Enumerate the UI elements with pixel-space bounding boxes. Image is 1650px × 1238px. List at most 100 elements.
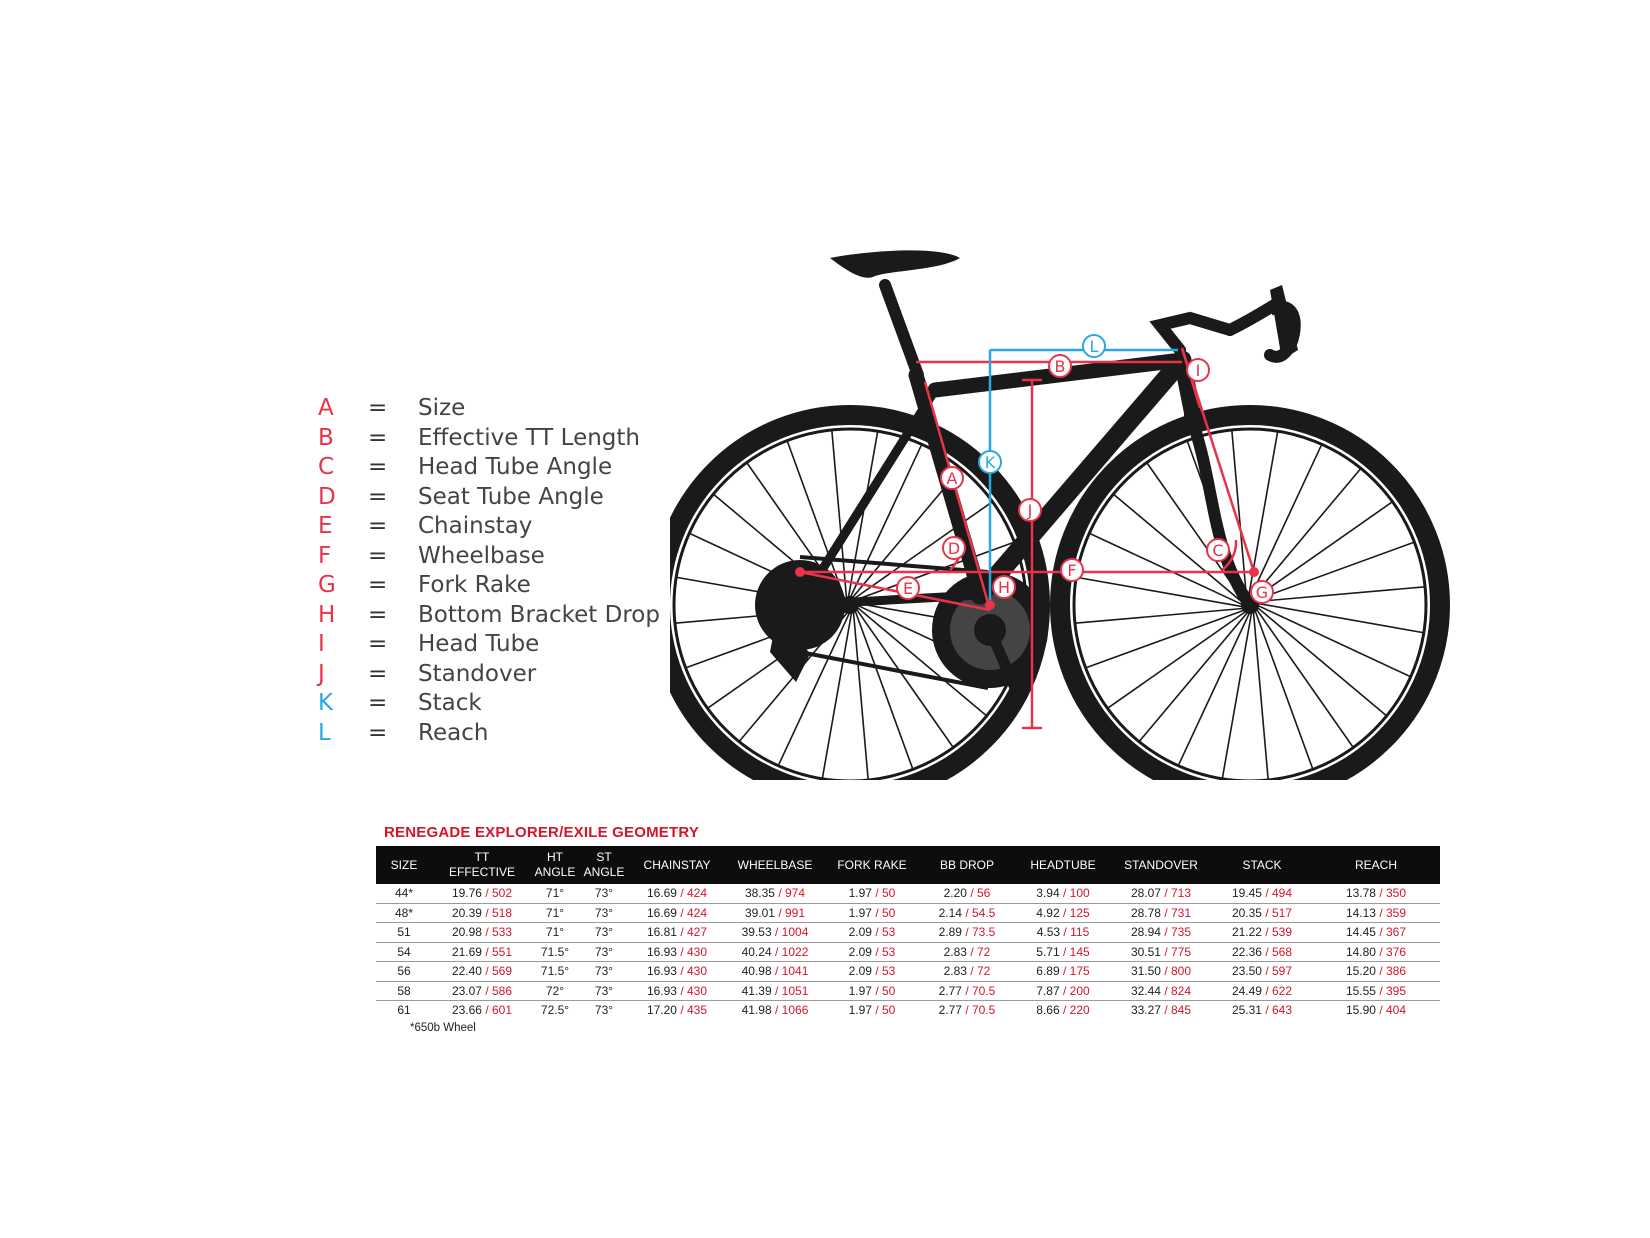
table-cell-chainstay: 16.69 / 424 — [630, 884, 724, 904]
table-cell-size: 54 — [376, 942, 432, 962]
table-cell-fork-rake: 1.97 / 50 — [826, 1001, 918, 1020]
value-separator: / — [961, 1003, 972, 1018]
marker-circle-l — [1082, 334, 1106, 358]
front-wheel-spoke — [1231, 429, 1248, 598]
value-separator: / — [1261, 925, 1272, 940]
table-cell-reach: 14.80 / 376 — [1312, 942, 1440, 962]
inch-value: 1.97 — [848, 1003, 872, 1018]
mm-value: 430 — [687, 983, 708, 998]
value-separator: / — [1375, 944, 1386, 959]
front-wheel-rim — [1072, 427, 1428, 780]
value-separator: / — [481, 886, 492, 901]
mm-value: 435 — [687, 1003, 708, 1018]
column-header: STANDOVER — [1110, 846, 1212, 884]
inch-value: 25.31 — [1231, 1003, 1262, 1018]
mm-value: 517 — [1272, 905, 1293, 920]
value-separator: / — [771, 964, 782, 979]
inch-value: 1.97 — [848, 905, 872, 920]
mm-value: 1004 — [781, 925, 809, 940]
value-separator: / — [1261, 886, 1272, 901]
table-cell-size: 48* — [376, 903, 432, 923]
value-separator: / — [871, 964, 882, 979]
front-wheel-spoke — [1251, 467, 1362, 598]
mm-value: 713 — [1171, 886, 1192, 901]
value-separator: / — [1059, 1003, 1070, 1018]
table-cell-chainstay: 16.81 / 427 — [630, 922, 724, 943]
mm-value: 376 — [1386, 944, 1407, 959]
table-cell-size: 61 — [397, 1003, 411, 1018]
marker-circle-i — [1186, 358, 1210, 382]
mm-value: 395 — [1386, 983, 1407, 998]
column-header-line: BB DROP — [939, 857, 994, 872]
value-separator: / — [966, 964, 977, 979]
table-cell-ht: 71° — [532, 922, 578, 943]
mm-value: 597 — [1272, 964, 1293, 979]
table-cell-wheelbase: 39.53 / 1004 — [724, 922, 826, 943]
legend-letter: G — [318, 572, 336, 598]
value-separator: / — [1160, 1003, 1171, 1018]
legend-equals: = — [368, 513, 388, 539]
mm-value: 974 — [785, 886, 806, 901]
mm-value: 1066 — [781, 1003, 809, 1018]
bike-geometry-diagram: A B C D E F G H I J K L — [670, 250, 1450, 780]
mm-value: 175 — [1069, 964, 1090, 979]
mm-value: 539 — [1272, 925, 1293, 940]
table-row: 48* 20.39 / 518 71° 73° 16.69 / 424 39.01 / 9… — [376, 903, 1440, 923]
table-cell-ht: 71.5° — [532, 942, 578, 962]
marker-circle-g — [1250, 580, 1274, 604]
mm-value: 430 — [687, 964, 708, 979]
table-cell-wheelbase: 38.35 / 974 — [724, 884, 826, 904]
rear-wheel-spoke — [821, 612, 853, 779]
marker-label-f: F — [1067, 561, 1076, 580]
saddle — [830, 250, 960, 278]
inch-value: 4.53 — [1036, 925, 1061, 940]
value-separator: / — [1375, 964, 1386, 979]
inch-value: 31.50 — [1130, 964, 1161, 979]
table-cell-stack: 21.22 / 539 — [1212, 922, 1312, 943]
value-separator: / — [1160, 964, 1171, 979]
column-header: FORK RAKE — [826, 846, 918, 884]
inch-value: 24.49 — [1231, 983, 1262, 998]
front-wheel-spoke — [1177, 612, 1251, 767]
table-cell-wheelbase: 39.01 / 991 — [724, 903, 826, 923]
table-cell-headtube: 7.87 / 200 — [1016, 981, 1110, 1001]
table-cell-size: 56 — [376, 961, 432, 982]
table-cell-st: 73° — [578, 961, 630, 982]
inch-value: 14.45 — [1345, 925, 1376, 940]
inch-value: 22.40 — [451, 964, 482, 979]
front-wheel-spoke — [1221, 612, 1253, 779]
value-separator: / — [1160, 983, 1171, 998]
value-separator: / — [1375, 983, 1386, 998]
column-header: BB DROP — [918, 846, 1016, 884]
mm-value: 70.5 — [972, 983, 996, 998]
table-cell-stack: 23.50 / 597 — [1212, 961, 1312, 982]
seat-stay — [795, 385, 940, 610]
table-header-row: SIZE TT EFFECTIVE HT ANGLE ST ANGLE CHAINSTAY WH… — [376, 846, 1440, 884]
column-header-line: SIZE — [390, 857, 418, 872]
legend-description: Reach — [418, 719, 489, 746]
legend-letter: A — [318, 395, 334, 421]
mm-value: 735 — [1171, 925, 1192, 940]
column-header: TT EFFECTIVE — [432, 846, 532, 884]
inch-value: 2.09 — [848, 944, 872, 959]
mm-value: 775 — [1171, 944, 1192, 959]
inch-value: 40.98 — [741, 964, 772, 979]
inch-value: 21.22 — [1231, 925, 1262, 940]
inch-value: 17.20 — [646, 1003, 677, 1018]
inch-value: 14.80 — [1345, 944, 1376, 959]
front-wheel-spoke — [1257, 606, 1388, 717]
inch-value: 13.78 — [1345, 886, 1376, 901]
table-cell-st: 73° — [594, 1003, 614, 1018]
table-cell-reach: 15.90 / 404 — [1312, 1001, 1440, 1020]
value-separator: / — [871, 905, 882, 920]
marker-circle-k — [978, 450, 1002, 474]
table-row: 51 20.98 / 533 71° 73° 16.81 / 427 39.53 / 10… — [376, 922, 1440, 943]
table-cell-standover: 28.94 / 735 — [1110, 922, 1212, 943]
down-tube — [970, 350, 1192, 605]
rear-wheel-spoke — [857, 606, 988, 717]
table-cell-st: 73° — [578, 942, 630, 962]
front-wheel-spoke — [1074, 607, 1243, 624]
legend-description: Head Tube — [418, 631, 540, 657]
rear-wheel-spoke — [852, 612, 869, 780]
value-separator: / — [1375, 925, 1386, 940]
